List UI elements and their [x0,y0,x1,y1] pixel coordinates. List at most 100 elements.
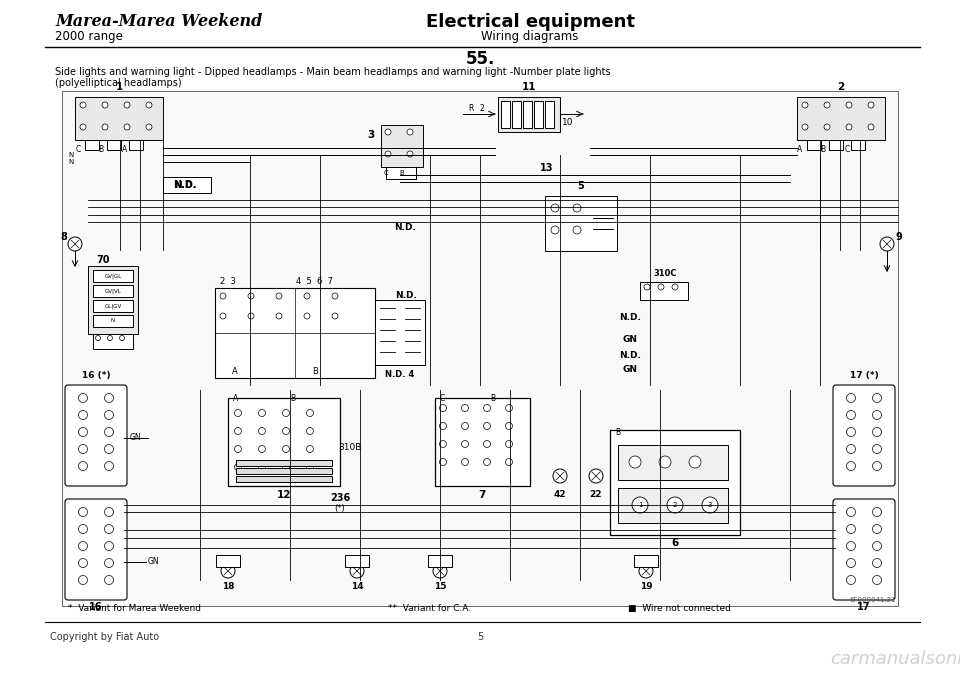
Text: 2: 2 [673,502,677,508]
Circle shape [282,445,290,452]
Circle shape [306,464,314,471]
Text: B: B [399,170,404,176]
Text: B: B [290,394,295,403]
Text: GN: GN [622,366,637,375]
Circle shape [847,558,855,567]
Circle shape [248,313,254,319]
Circle shape [824,102,830,108]
Circle shape [873,507,881,516]
Circle shape [484,405,491,411]
Circle shape [702,497,718,513]
Text: 310C: 310C [653,269,677,278]
Circle shape [873,394,881,402]
Text: 2: 2 [480,104,485,113]
Text: 5: 5 [477,632,483,642]
Circle shape [79,558,87,567]
Circle shape [873,462,881,471]
Bar [93,300,133,312]
Text: 70: 70 [96,255,109,265]
Text: GN: GN [622,336,637,345]
Circle shape [659,456,671,468]
Circle shape [462,441,468,447]
Text: 17 (*): 17 (*) [850,371,878,380]
Circle shape [658,284,664,290]
Circle shape [385,129,391,135]
Circle shape [68,237,82,251]
Bar [93,270,133,282]
Text: 2: 2 [837,82,845,92]
Circle shape [689,456,701,468]
Bar [435,398,530,486]
Text: 10: 10 [563,118,574,127]
Circle shape [824,124,830,130]
Text: A: A [233,394,238,403]
Circle shape [873,445,881,454]
Text: 16: 16 [89,602,103,612]
Circle shape [79,541,87,550]
Circle shape [632,497,648,513]
Text: Wiring diagrams: Wiring diagrams [481,30,579,43]
Circle shape [847,462,855,471]
Text: **  Variant for C.A.: ** Variant for C.A. [388,604,471,613]
Text: A: A [232,367,238,376]
Text: N.D. 4: N.D. 4 [385,370,415,379]
Circle shape [79,524,87,533]
Text: 310B: 310B [338,443,362,452]
Circle shape [332,313,338,319]
Circle shape [573,204,581,212]
Circle shape [220,313,226,319]
Text: carmanualsonline.info: carmanualsonline.info [830,650,960,668]
Bar [163,177,211,193]
Circle shape [234,445,242,452]
Text: Copyright by Fiat Auto: Copyright by Fiat Auto [50,632,159,642]
Bar [498,97,560,132]
Bar [216,555,240,567]
Circle shape [304,313,310,319]
Text: B: B [490,394,495,403]
Circle shape [105,558,113,567]
Text: 7: 7 [478,490,486,500]
Circle shape [350,564,364,578]
Circle shape [306,409,314,417]
Text: GV|VL: GV|VL [105,288,121,294]
Circle shape [146,124,152,130]
Text: 236: 236 [330,493,350,503]
Circle shape [304,293,310,299]
Text: 3: 3 [708,502,712,508]
Circle shape [873,575,881,584]
Bar [236,460,332,466]
Circle shape [276,313,282,319]
Circle shape [248,293,254,299]
Circle shape [846,102,852,108]
Circle shape [102,124,108,130]
Bar [512,101,521,128]
Circle shape [672,284,678,290]
Circle shape [407,151,413,157]
Text: GL|GV: GL|GV [105,303,122,308]
Bar [88,266,138,334]
Circle shape [105,541,113,550]
Circle shape [119,336,125,340]
Circle shape [282,464,290,471]
Text: N.D.: N.D. [396,291,417,300]
Text: Side lights and warning light - Dipped headlamps - Main beam headlamps and warni: Side lights and warning light - Dipped h… [55,67,611,77]
Circle shape [385,151,391,157]
Text: 13: 13 [540,163,554,173]
Circle shape [589,469,603,483]
Text: 1: 1 [637,502,642,508]
Bar [545,196,617,251]
Text: B: B [99,144,104,153]
Text: A: A [122,144,128,153]
Circle shape [667,497,683,513]
Circle shape [433,564,447,578]
Circle shape [440,405,446,411]
Circle shape [234,464,242,471]
Bar [428,555,452,567]
Circle shape [79,462,87,471]
Text: 5: 5 [578,181,585,191]
Text: B: B [615,428,620,437]
Circle shape [551,204,559,212]
Text: 6F000041.21: 6F000041.21 [850,597,896,603]
Circle shape [234,409,242,417]
Circle shape [124,102,130,108]
